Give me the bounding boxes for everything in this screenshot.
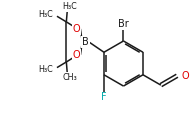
Text: O: O xyxy=(73,24,80,34)
Text: H₃C: H₃C xyxy=(63,2,78,11)
Text: CH₃: CH₃ xyxy=(63,73,78,81)
Text: B: B xyxy=(82,37,89,47)
Text: O: O xyxy=(73,50,80,60)
Text: F: F xyxy=(101,92,107,102)
Text: Br: Br xyxy=(118,19,129,29)
Text: O: O xyxy=(182,71,189,81)
Text: H₃C: H₃C xyxy=(38,65,53,74)
Text: H₃C: H₃C xyxy=(38,10,53,19)
